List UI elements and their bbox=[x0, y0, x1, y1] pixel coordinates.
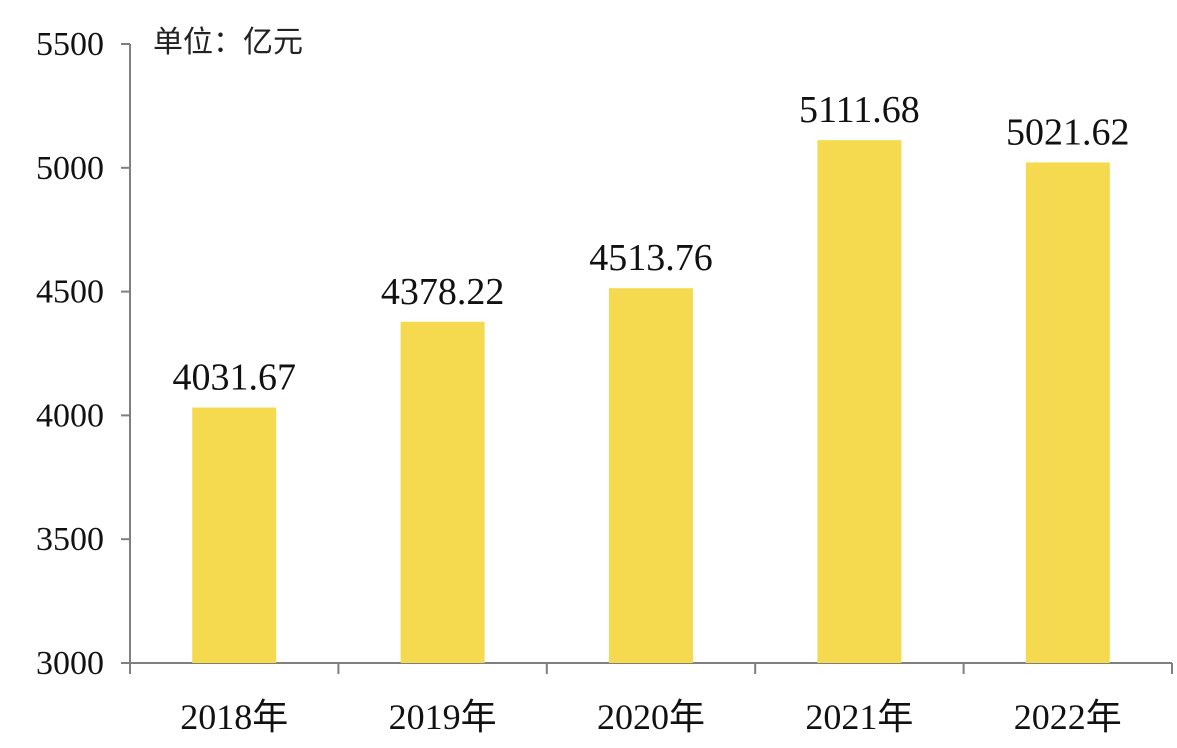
y-tick-label: 3000 bbox=[36, 645, 104, 682]
x-tick-label: 2020年 bbox=[597, 697, 705, 737]
bar-2018年 bbox=[192, 407, 277, 663]
y-axis-ticks: 3000 3500 4000 4500 5000 5500 bbox=[36, 26, 130, 682]
x-tick-label: 2021年 bbox=[805, 697, 913, 737]
bar-group bbox=[192, 140, 1110, 664]
bar-2022年 bbox=[1025, 162, 1110, 663]
data-label: 4031.67 bbox=[172, 357, 296, 399]
x-tick-label: 2018年 bbox=[180, 697, 288, 737]
bar-2020年 bbox=[609, 288, 693, 663]
category-label-group: 2018年 2019年 2020年 2021年 2022年 bbox=[180, 697, 1122, 737]
data-label: 4513.76 bbox=[589, 237, 713, 279]
y-tick-label: 4500 bbox=[36, 274, 104, 311]
y-tick-label: 5000 bbox=[36, 150, 104, 187]
x-tick-label: 2019年 bbox=[389, 697, 497, 737]
y-tick-label: 3500 bbox=[36, 521, 104, 558]
bar-2021年 bbox=[817, 140, 902, 664]
data-label-group: 4031.67 4378.22 4513.76 5111.68 5021.62 bbox=[172, 89, 1129, 398]
x-tick-label: 2022年 bbox=[1014, 697, 1122, 737]
y-tick-label: 5500 bbox=[36, 26, 104, 63]
x-axis-ticks bbox=[129, 663, 1173, 674]
data-label: 4378.22 bbox=[381, 271, 505, 313]
data-label: 5111.68 bbox=[799, 89, 920, 131]
bar-2019年 bbox=[400, 321, 485, 663]
y-tick-label: 4000 bbox=[36, 397, 104, 434]
data-label: 5021.62 bbox=[1006, 111, 1130, 153]
unit-label: 单位：亿元 bbox=[153, 25, 303, 60]
